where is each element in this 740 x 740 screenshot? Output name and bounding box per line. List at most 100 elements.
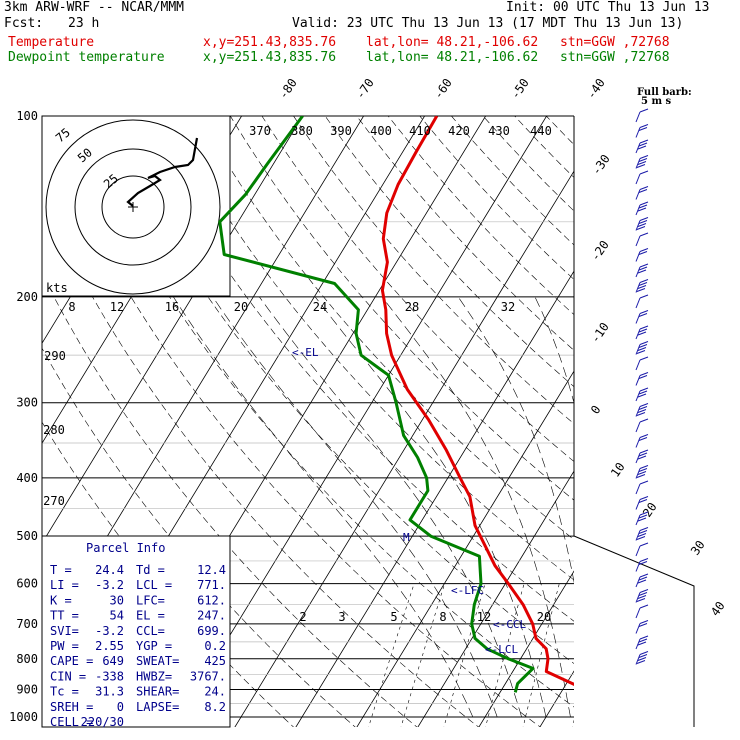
barb-shaft xyxy=(635,344,641,355)
pressure-tick-label: 700 xyxy=(16,617,38,631)
hodo-units: kts xyxy=(46,281,68,295)
moist-adiabat xyxy=(259,296,522,718)
theta-label: 370 xyxy=(249,124,271,138)
barb-flag xyxy=(638,623,648,627)
wind-barb xyxy=(635,480,649,495)
wind-barb xyxy=(635,558,649,572)
dry-adiabat xyxy=(135,116,574,622)
barb-flag xyxy=(639,341,649,345)
barb-flag xyxy=(637,145,647,150)
mixing-ratio-label: 20 xyxy=(234,300,248,314)
isotherm-label: 40 xyxy=(708,599,728,619)
theta-label: 420 xyxy=(448,124,470,138)
barb-flag xyxy=(638,189,648,193)
barb-flag xyxy=(639,263,649,268)
wind-barb xyxy=(635,155,649,169)
parcel-info-cell: T = xyxy=(50,563,72,577)
barb-flag xyxy=(637,455,647,460)
barb-flag xyxy=(638,561,648,565)
isotherm-label: -70 xyxy=(353,76,377,102)
barb-flag xyxy=(639,465,649,469)
m-marker: M xyxy=(403,531,410,544)
barb-flag xyxy=(636,474,646,478)
barb-flag xyxy=(636,536,646,540)
barb-flag xyxy=(639,294,649,299)
isotherm-line xyxy=(599,58,740,730)
barb-shaft xyxy=(635,545,641,557)
isotherm-line xyxy=(660,58,740,730)
parcel-info-cell: EL = xyxy=(136,609,165,623)
parcel-info-cell: CCL= xyxy=(136,624,165,638)
isotherm-line xyxy=(234,170,574,727)
wind-barb xyxy=(635,139,649,154)
moist-adiabat xyxy=(212,296,498,718)
dewpoint-profile xyxy=(218,116,535,693)
barb-flag xyxy=(637,641,647,646)
barb-flag xyxy=(639,449,649,454)
wind-barb xyxy=(635,511,649,526)
wind-barb xyxy=(635,573,649,588)
dry-adiabat xyxy=(419,116,574,280)
mixing-ratio-label: 20 xyxy=(537,610,551,624)
parcel-info-title: Parcel Info xyxy=(86,541,165,555)
dry-adiabat xyxy=(356,116,574,351)
barb-flag xyxy=(636,288,646,292)
barb-shaft xyxy=(635,297,641,309)
barb-shaft xyxy=(635,328,641,340)
barb-flag xyxy=(639,124,649,128)
dry-adiabat xyxy=(609,116,740,730)
theta-label: 440 xyxy=(530,124,552,138)
barb-flag xyxy=(636,660,646,664)
barb-shaft xyxy=(635,251,641,262)
barb-shaft xyxy=(635,375,641,386)
barb-flag xyxy=(637,347,647,351)
wind-barb xyxy=(635,186,649,200)
barb-flag xyxy=(636,226,646,230)
dry-adiabat xyxy=(578,116,740,730)
wind-barb xyxy=(635,372,649,386)
wind-barb xyxy=(635,465,649,479)
theta-labels: 370 380 390 400 410 420 430 440 290 280 270 xyxy=(43,124,552,508)
barb-flag xyxy=(637,393,647,398)
isotherm-line xyxy=(42,116,304,545)
parcel-info-cell: 699. xyxy=(197,624,226,638)
barb-flag xyxy=(638,328,648,333)
barb-flag xyxy=(639,310,649,314)
barb-flag xyxy=(638,576,648,581)
wind-barb xyxy=(635,263,649,278)
parcel-info-cell: 649 xyxy=(102,654,124,668)
barb-flag xyxy=(637,161,647,165)
barb-flag xyxy=(639,248,649,252)
barb-flag xyxy=(638,530,648,534)
parcel-info-cell: 771. xyxy=(197,578,226,592)
legend-dewpoint: Dewpoint temperature xyxy=(8,50,165,65)
barb-flag xyxy=(638,437,648,441)
barb-flag xyxy=(638,375,648,379)
parcel-info-cell: -338 xyxy=(95,669,124,683)
wind-barb xyxy=(635,620,649,634)
pressure-tick-label: 600 xyxy=(16,577,38,591)
barb-shaft xyxy=(635,452,641,464)
mixing-ratio-label: 32 xyxy=(501,300,515,314)
parcel-info-cell: 2.55 xyxy=(95,639,124,653)
barb-shaft xyxy=(635,142,641,154)
barb-flag xyxy=(637,269,647,274)
barb-flag xyxy=(639,527,649,531)
barb-flag xyxy=(636,598,646,602)
barb-flag xyxy=(639,372,649,376)
barb-shaft xyxy=(635,235,641,247)
barb-flag xyxy=(638,654,648,658)
barb-flag xyxy=(639,620,649,624)
parcel-info-cell: Tc = xyxy=(50,685,79,699)
theta-label: 290 xyxy=(44,349,66,363)
barb-flag xyxy=(638,390,648,395)
parcel-info-cell: CAPE = xyxy=(50,654,93,668)
barb-flag xyxy=(638,127,648,131)
barb-flag xyxy=(638,251,648,255)
parcel-info-cell: LCL = xyxy=(136,578,172,592)
parcel-info-cell: LAPSE= xyxy=(136,700,179,714)
lcl-marker: <-LCL xyxy=(485,643,518,656)
moist-adiabat xyxy=(173,296,474,718)
mixing-ratio-labels: 8 12 16 20 24 28 32 2 3 5 8 12 20 xyxy=(68,300,551,624)
isotherm-label: 30 xyxy=(688,538,708,558)
